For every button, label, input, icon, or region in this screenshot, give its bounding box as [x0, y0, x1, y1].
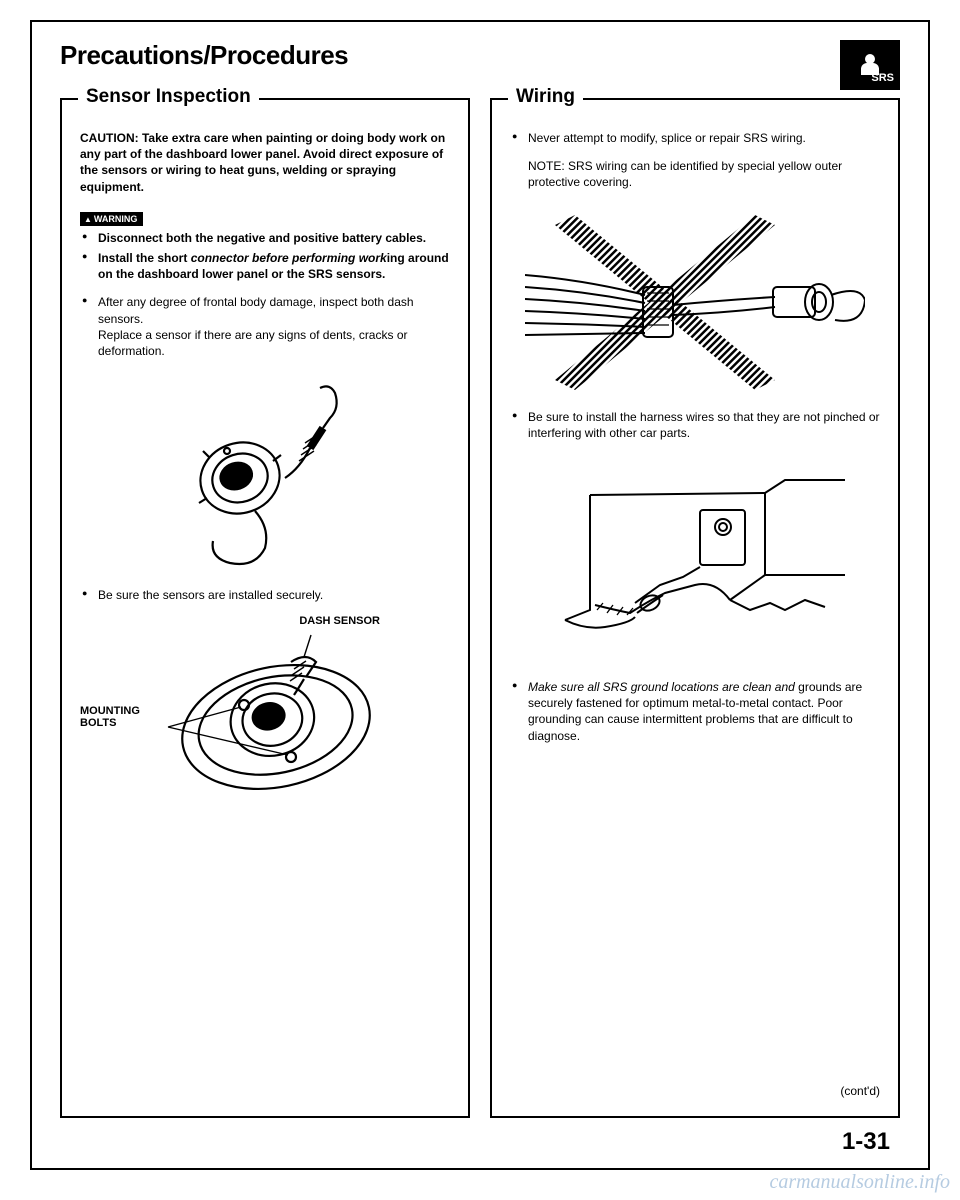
page-content: Precautions/Procedures SRS Sensor Inspec…: [60, 40, 900, 1150]
wiring-b3: Make sure all SRS ground locations are c…: [510, 679, 880, 744]
warn-bullet-2: Install the short connector before perfo…: [80, 250, 450, 282]
wiring-bullet-2: Be sure to install the harness wires so …: [510, 409, 880, 441]
page-header: Precautions/Procedures SRS: [60, 40, 900, 90]
page-number: 1-31: [842, 1128, 890, 1156]
srs-badge: SRS: [840, 40, 900, 90]
warning-bullets: Disconnect both the negative and positiv…: [80, 230, 450, 283]
wiring-b2: Be sure to install the harness wires so …: [510, 409, 880, 441]
wiring-b1: Never attempt to modify, splice or repai…: [510, 130, 880, 146]
figure-sensor: [80, 373, 450, 573]
secure-bullets: Be sure the sensors are installed secure…: [80, 587, 450, 603]
warning-badge: WARNING: [80, 212, 143, 226]
sensor-inspection-title: Sensor Inspection: [78, 86, 259, 108]
dash-sensor-label: DASH SENSOR: [80, 615, 450, 627]
inspect-bullet: After any degree of frontal body damage,…: [80, 294, 450, 359]
sensor-inspection-box: Sensor Inspection CAUTION: Take extra ca…: [60, 98, 470, 1118]
inspect-sub-text: Replace a sensor if there are any signs …: [98, 328, 408, 358]
right-column: Wiring Never attempt to modify, splice o…: [490, 98, 900, 1118]
columns: Sensor Inspection CAUTION: Take extra ca…: [60, 98, 900, 1118]
wiring-bullet-1: Never attempt to modify, splice or repai…: [510, 130, 880, 146]
wiring-note: NOTE: SRS wiring can be identified by sp…: [510, 158, 880, 190]
title-extend-line: [450, 98, 470, 101]
sensor-illustration: [155, 373, 375, 573]
title-extend-line-r: [880, 98, 900, 101]
figure-harness: [510, 455, 880, 665]
figure-dash-sensor-wrap: DASH SENSOR MOUNTINGBOLTS: [80, 615, 450, 807]
mounting-bolts-label: MOUNTINGBOLTS: [80, 705, 150, 729]
warn-bullet-1: Disconnect both the negative and positiv…: [80, 230, 450, 246]
srs-badge-text: SRS: [871, 72, 894, 84]
caution-text: CAUTION: Take extra care when painting o…: [80, 130, 450, 195]
figure-no-splice: [510, 205, 880, 395]
wiring-title: Wiring: [508, 86, 583, 108]
inspect-bullet-text: After any degree of frontal body damage,…: [98, 295, 414, 325]
wiring-bullet-3: Make sure all SRS ground locations are c…: [510, 679, 880, 744]
watermark: carmanualsonline.info: [769, 1171, 950, 1194]
contd-text: (cont'd): [840, 1084, 880, 1098]
harness-illustration: [535, 455, 855, 665]
page-title: Precautions/Procedures: [60, 40, 348, 71]
inspect-bullets: After any degree of frontal body damage,…: [80, 294, 450, 359]
left-column: Sensor Inspection CAUTION: Take extra ca…: [60, 98, 470, 1118]
no-splice-illustration: [525, 205, 865, 395]
secure-bullet: Be sure the sensors are installed secure…: [80, 587, 450, 603]
dash-sensor-illustration: [156, 627, 386, 807]
wiring-box: Wiring Never attempt to modify, splice o…: [490, 98, 900, 1118]
